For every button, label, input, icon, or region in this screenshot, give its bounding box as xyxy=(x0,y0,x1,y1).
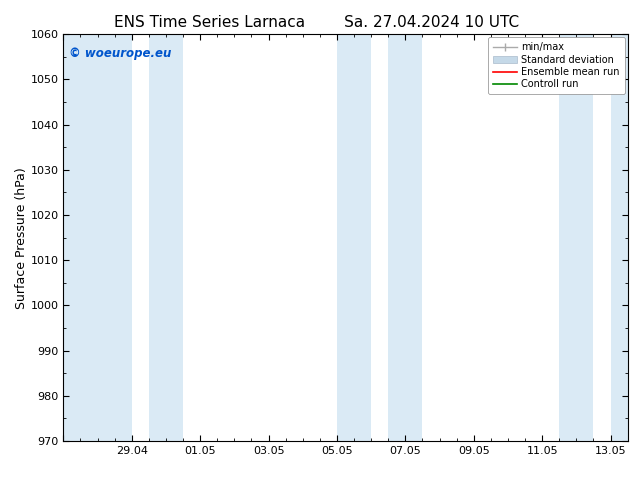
Text: © woeurope.eu: © woeurope.eu xyxy=(69,47,171,59)
Bar xyxy=(337,34,371,441)
Bar xyxy=(388,34,422,441)
Bar xyxy=(63,34,132,441)
Text: ENS Time Series Larnaca        Sa. 27.04.2024 10 UTC: ENS Time Series Larnaca Sa. 27.04.2024 1… xyxy=(115,15,519,30)
Y-axis label: Surface Pressure (hPa): Surface Pressure (hPa) xyxy=(15,167,28,309)
Bar xyxy=(611,34,628,441)
Bar xyxy=(559,34,593,441)
Bar xyxy=(149,34,183,441)
Legend: min/max, Standard deviation, Ensemble mean run, Controll run: min/max, Standard deviation, Ensemble me… xyxy=(488,37,624,94)
